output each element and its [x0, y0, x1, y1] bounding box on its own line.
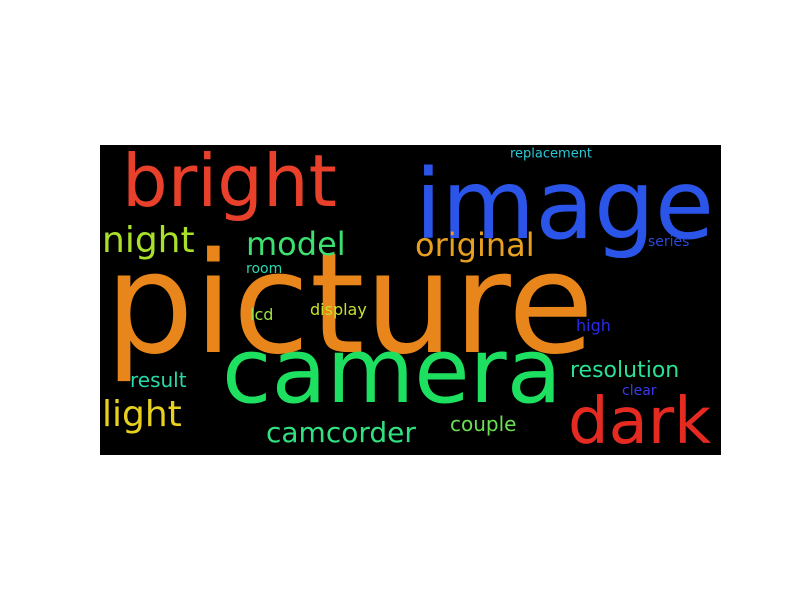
word-lcd: lcd: [250, 305, 274, 324]
word-couple: couple: [450, 412, 517, 436]
word-clear: clear: [622, 383, 657, 399]
word-original: original: [415, 226, 535, 264]
word-model: model: [246, 225, 346, 263]
word-series: series: [648, 234, 690, 250]
word-light: light: [102, 394, 182, 435]
word-room: room: [246, 261, 283, 277]
word-image: image: [415, 149, 715, 261]
word-camcorder: camcorder: [266, 416, 416, 449]
word-replacement: replacement: [510, 146, 593, 162]
word-picture: picture: [105, 223, 594, 386]
word-result: result: [130, 368, 187, 392]
word-resolution: resolution: [570, 358, 680, 383]
word-cloud: picture image bright camera dark night m…: [100, 145, 721, 455]
word-display: display: [310, 300, 367, 319]
word-bright: bright: [122, 145, 337, 223]
word-high: high: [576, 316, 611, 335]
word-camera: camera: [222, 319, 562, 424]
word-dark: dark: [568, 385, 712, 455]
word-night: night: [102, 220, 195, 261]
